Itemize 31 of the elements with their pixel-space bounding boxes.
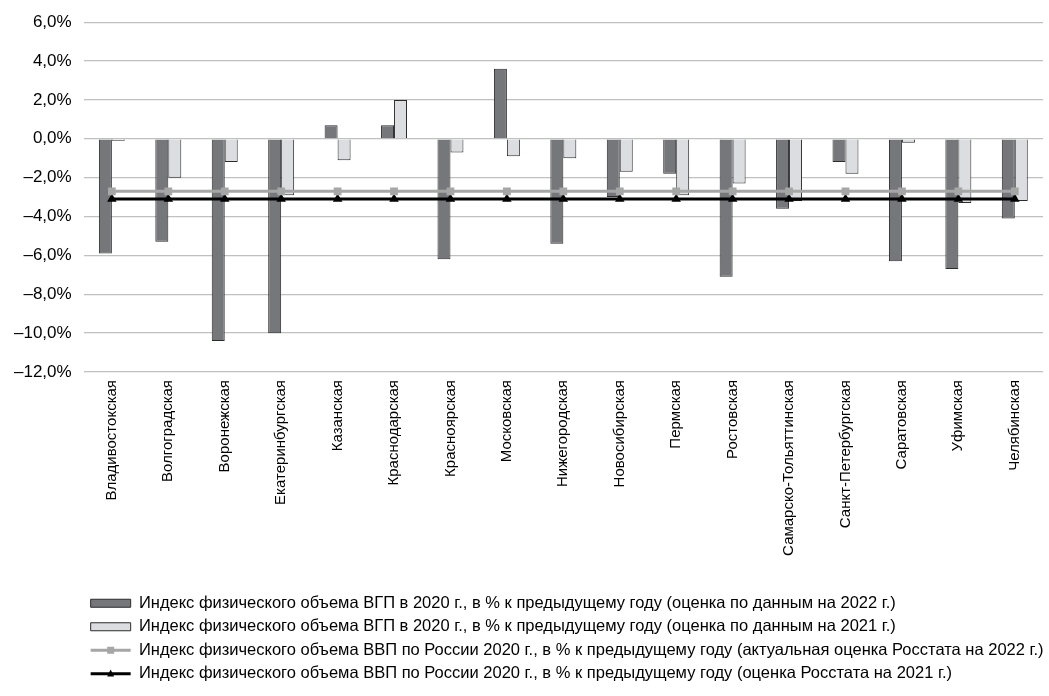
y-tick-label: 2,0% <box>32 89 72 109</box>
x-tick-label: Владивостокская <box>102 380 120 501</box>
y-tick-label: –8,0% <box>23 283 72 303</box>
x-tick-label: Казанская <box>327 380 345 452</box>
legend-label: Индекс физического объема ВГП в 2020 г., в % к предыдущему году (оценка по данным на 2022 г.) <box>138 592 896 611</box>
y-tick-label: –2,0% <box>23 167 72 187</box>
x-tick-label: Краснодарская <box>384 380 402 486</box>
x-tick-label: Волгоградская <box>158 380 176 483</box>
y-tick-label: –10,0% <box>13 322 72 342</box>
x-tick-label: Нижегородская <box>553 380 571 488</box>
legend-label: Индекс физического объема ВВП по России 2020 г., в % к предыдущему году (оценка Росстата на 2021 г.) <box>138 663 953 682</box>
y-tick-label: 0,0% <box>32 128 72 148</box>
x-tick-label: Пермская <box>666 380 684 449</box>
y-tick-label: 4,0% <box>32 50 72 70</box>
x-tick-label: Ростовская <box>722 380 740 459</box>
y-tick-label: –12,0% <box>13 361 72 381</box>
legend-label: Индекс физического объема ВГП в 2020 г., в % к предыдущему году (оценка по данным на 2021 г.) <box>138 616 896 635</box>
x-tick-label: Воронежская <box>214 380 232 473</box>
x-tick-label: Уфимская <box>948 380 966 452</box>
y-tick-label: –6,0% <box>23 245 72 265</box>
x-tick-label: Екатеринбургская <box>271 380 289 505</box>
legend-label: Индекс физического объема ВВП по России 2020 г., в % к предыдущему году (актуальная оценка Росстата на 2022 г.) <box>138 639 1044 658</box>
x-tick-label: Саратовская <box>892 380 910 470</box>
y-tick-label: –4,0% <box>23 206 72 226</box>
y-tick-label: 6,0% <box>32 11 72 31</box>
x-tick-label: Санкт-Петербургская <box>835 380 853 529</box>
x-tick-label: Новосибирская <box>609 380 627 488</box>
x-tick-label: Красноярская <box>440 380 458 477</box>
x-tick-label: Самарско-Тольяттинская <box>779 380 797 556</box>
x-tick-label: Московская <box>497 380 515 463</box>
x-tick-label: Челябинская <box>1004 380 1022 471</box>
